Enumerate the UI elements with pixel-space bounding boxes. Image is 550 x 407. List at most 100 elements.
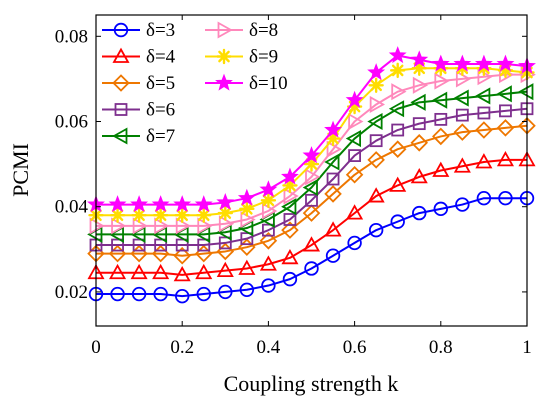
data-point <box>476 190 492 206</box>
data-point <box>453 123 472 141</box>
legend-marker <box>112 127 128 145</box>
data-point <box>173 266 191 282</box>
series-3 <box>88 190 535 304</box>
series-line <box>96 158 527 276</box>
data-point <box>434 112 448 126</box>
data-point <box>238 259 256 275</box>
data-point <box>260 192 277 209</box>
data-point <box>497 62 514 79</box>
data-point <box>174 288 190 304</box>
data-point <box>153 286 168 302</box>
data-point <box>455 197 470 212</box>
data-point <box>476 60 492 76</box>
data-point <box>194 195 213 213</box>
data-point <box>131 286 147 302</box>
data-point <box>326 172 340 186</box>
data-point <box>348 149 362 162</box>
data-point <box>218 284 233 300</box>
data-point <box>281 198 297 216</box>
legend-entry: δ=7 <box>102 126 175 147</box>
data-point <box>412 76 429 94</box>
data-point <box>410 93 426 111</box>
x-tick-label: 0.2 <box>170 337 194 358</box>
legend: δ=3 δ=4 δ=5 δ=6 δ=7 δ=8 δ=9 δ=10 <box>102 20 288 147</box>
x-tick-label: 0 <box>91 337 101 358</box>
legend-entry: δ=5 <box>102 73 175 94</box>
data-point <box>496 54 515 72</box>
data-point <box>498 190 513 206</box>
data-point <box>305 168 321 186</box>
data-point <box>259 180 278 198</box>
data-point <box>477 106 491 120</box>
legend-marker <box>114 103 128 116</box>
data-point <box>410 134 429 152</box>
data-point <box>281 248 299 265</box>
data-point <box>432 127 450 146</box>
data-point <box>346 98 363 115</box>
data-point <box>411 60 427 76</box>
data-point <box>412 117 426 131</box>
data-point <box>391 83 407 101</box>
data-point <box>410 168 428 184</box>
data-point <box>259 232 278 250</box>
legend-label: δ=6 <box>146 100 175 121</box>
data-point <box>216 261 234 278</box>
series-layer <box>87 46 536 304</box>
legend-entry: δ=10 <box>205 73 288 94</box>
data-point <box>175 238 189 252</box>
data-point <box>368 77 384 93</box>
data-point <box>152 207 169 223</box>
data-point <box>304 261 319 276</box>
series-line <box>96 197 527 298</box>
legend-label: δ=3 <box>146 20 175 41</box>
data-point <box>412 205 427 221</box>
data-point <box>367 63 386 81</box>
data-point <box>390 62 406 79</box>
data-point <box>518 83 534 101</box>
plot-frame <box>95 14 528 327</box>
legend-label: δ=10 <box>249 73 288 94</box>
data-point <box>454 60 471 76</box>
data-point <box>281 221 299 239</box>
data-point <box>325 130 341 147</box>
data-point <box>197 238 211 252</box>
data-point <box>475 87 491 105</box>
data-point <box>154 238 168 252</box>
data-point <box>302 146 321 164</box>
data-point <box>109 263 127 280</box>
data-point <box>345 165 364 184</box>
data-point <box>368 222 384 238</box>
legend-label: δ=9 <box>249 47 278 68</box>
data-point <box>324 185 342 203</box>
series-line <box>96 107 528 247</box>
data-point <box>453 89 469 107</box>
data-point <box>453 54 472 72</box>
axes-layer: 0 0.2 0.4 0.6 0.8 1 0.02 0.04 0.06 0.08 <box>55 15 532 358</box>
data-point <box>302 179 318 197</box>
data-point <box>216 193 235 211</box>
series-10 <box>87 46 536 213</box>
data-point <box>433 201 449 217</box>
data-point <box>302 236 321 252</box>
data-point <box>410 50 429 68</box>
data-point <box>110 286 125 302</box>
data-point <box>152 263 170 280</box>
data-point <box>173 195 192 213</box>
legend-entry: δ=9 <box>205 47 278 68</box>
data-point <box>283 213 297 226</box>
data-point <box>259 255 277 271</box>
legend-marker <box>216 48 232 65</box>
data-point <box>367 151 385 169</box>
data-point <box>282 177 298 194</box>
data-point <box>261 223 275 237</box>
data-point <box>388 46 407 64</box>
data-point <box>348 112 364 131</box>
data-point <box>496 85 512 103</box>
x-tick-label: 0.4 <box>257 337 281 358</box>
data-point <box>324 221 342 237</box>
data-point <box>217 205 233 221</box>
data-point <box>434 72 450 90</box>
data-point <box>433 60 449 76</box>
data-point <box>240 232 254 246</box>
